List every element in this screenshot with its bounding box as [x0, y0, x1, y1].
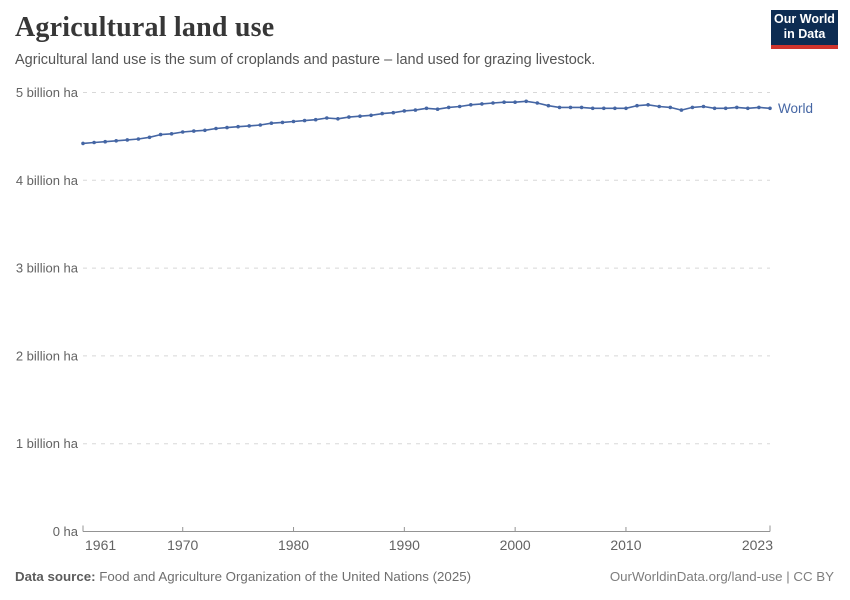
- data-point-1984[interactable]: [336, 117, 340, 121]
- data-source-label: Data source:: [15, 569, 96, 584]
- data-source: Data source: Food and Agriculture Organi…: [15, 569, 471, 584]
- data-point-2015[interactable]: [679, 108, 684, 112]
- data-point-1972[interactable]: [203, 128, 207, 133]
- data-point-2003[interactable]: [546, 103, 551, 108]
- data-point-1961[interactable]: [81, 141, 85, 146]
- chart-subtitle: Agricultural land use is the sum of crop…: [15, 52, 596, 68]
- data-point-1966[interactable]: [136, 137, 141, 141]
- data-point-1964[interactable]: [114, 139, 118, 143]
- data-point-2007[interactable]: [590, 106, 595, 111]
- data-point-2005[interactable]: [568, 105, 573, 110]
- data-point-1968[interactable]: [158, 132, 163, 137]
- data-point-1970[interactable]: [180, 130, 185, 134]
- x-axis-label: 1980: [278, 537, 309, 553]
- data-point-1975[interactable]: [236, 124, 240, 129]
- data-point-2018[interactable]: [712, 106, 717, 111]
- data-point-2002[interactable]: [535, 101, 540, 105]
- data-point-1999[interactable]: [502, 100, 506, 104]
- data-point-1983[interactable]: [325, 116, 329, 120]
- data-point-2014[interactable]: [668, 105, 673, 110]
- data-point-2020[interactable]: [735, 105, 739, 110]
- data-point-1978[interactable]: [269, 121, 274, 125]
- data-point-2011[interactable]: [635, 103, 639, 108]
- data-point-2016[interactable]: [690, 105, 695, 110]
- data-point-2009[interactable]: [613, 106, 617, 111]
- data-point-1988[interactable]: [380, 111, 385, 116]
- data-point-1982[interactable]: [313, 117, 318, 122]
- data-point-2022[interactable]: [757, 105, 761, 110]
- data-point-2012[interactable]: [646, 103, 650, 107]
- x-axis-label: 2000: [500, 537, 531, 553]
- data-source-text: Food and Agriculture Organization of the…: [95, 569, 472, 584]
- data-point-2023[interactable]: [768, 106, 772, 111]
- data-point-1987[interactable]: [369, 113, 373, 118]
- data-point-1998[interactable]: [491, 101, 495, 105]
- data-point-2017[interactable]: [701, 104, 706, 109]
- y-axis-label: 4 billion ha: [16, 173, 79, 188]
- x-axis-label: 2010: [610, 537, 641, 553]
- data-point-1965[interactable]: [125, 138, 130, 142]
- data-point-1996[interactable]: [469, 103, 473, 107]
- data-point-1963[interactable]: [103, 139, 107, 144]
- data-point-2010[interactable]: [624, 106, 628, 111]
- data-point-1991[interactable]: [413, 108, 418, 112]
- page-title: Agricultural land use: [15, 12, 275, 43]
- y-axis-label: 0 ha: [53, 524, 79, 539]
- data-point-1997[interactable]: [480, 102, 484, 106]
- y-axis-label: 3 billion ha: [16, 261, 79, 276]
- data-point-1986[interactable]: [358, 114, 362, 118]
- data-point-1993[interactable]: [435, 107, 440, 111]
- data-point-1971[interactable]: [192, 129, 196, 133]
- data-point-1989[interactable]: [391, 110, 396, 115]
- data-point-2019[interactable]: [723, 106, 728, 111]
- data-point-2000[interactable]: [513, 100, 517, 104]
- data-point-2006[interactable]: [579, 105, 584, 110]
- data-point-1962[interactable]: [92, 140, 96, 145]
- data-point-1969[interactable]: [169, 132, 174, 136]
- data-point-1995[interactable]: [457, 104, 462, 109]
- data-point-1985[interactable]: [347, 115, 351, 119]
- data-point-2008[interactable]: [602, 106, 606, 111]
- data-point-1977[interactable]: [258, 123, 263, 127]
- y-axis-label: 5 billion ha: [16, 85, 79, 100]
- x-axis-label: 1970: [167, 537, 198, 553]
- data-point-1976[interactable]: [247, 124, 251, 128]
- data-point-1992[interactable]: [424, 106, 429, 111]
- data-point-1990[interactable]: [402, 109, 407, 113]
- x-axis-label: 1961: [85, 537, 116, 553]
- x-axis-label: 1990: [389, 537, 420, 553]
- data-point-2001[interactable]: [524, 99, 528, 104]
- credit-link[interactable]: OurWorldinData.org/land-use | CC BY: [609, 569, 834, 584]
- data-point-1980[interactable]: [291, 119, 296, 124]
- data-point-1973[interactable]: [214, 126, 218, 131]
- data-point-1974[interactable]: [225, 125, 229, 130]
- series-label-world: World: [778, 101, 813, 116]
- data-point-2013[interactable]: [657, 104, 661, 109]
- owid-logo-line1: Our World: [774, 12, 835, 26]
- owid-logo-line2: in Data: [783, 27, 826, 41]
- data-point-1979[interactable]: [280, 120, 285, 125]
- data-point-2021[interactable]: [746, 106, 750, 111]
- data-point-2004[interactable]: [557, 105, 562, 110]
- y-axis-label: 1 billion ha: [16, 436, 79, 451]
- data-point-1994[interactable]: [446, 105, 451, 110]
- data-point-1967[interactable]: [147, 135, 152, 140]
- owid-logo[interactable]: Our World in Data: [771, 10, 838, 49]
- data-point-1981[interactable]: [302, 118, 307, 123]
- x-axis-label: 2023: [742, 537, 773, 553]
- y-axis-label: 2 billion ha: [16, 348, 79, 363]
